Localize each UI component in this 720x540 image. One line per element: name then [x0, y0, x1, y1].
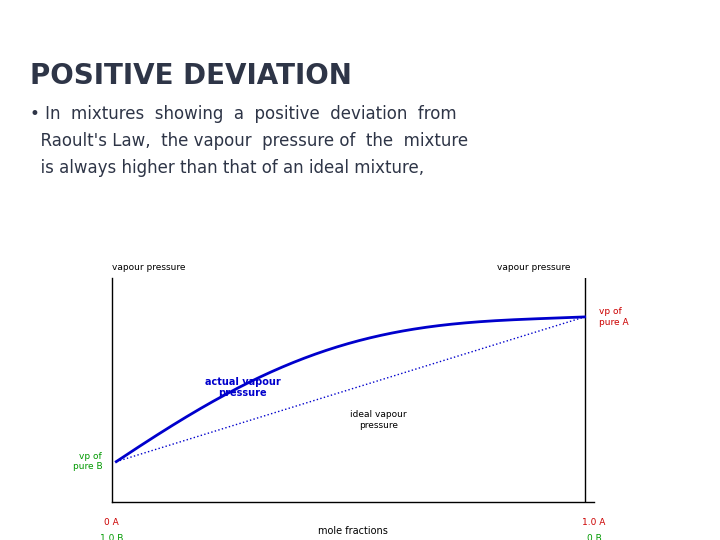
Text: vp of
pure B: vp of pure B: [73, 452, 102, 471]
Text: vp of
pure A: vp of pure A: [599, 307, 629, 327]
Text: 0 B: 0 B: [587, 534, 601, 540]
Text: actual vapour
pressure: actual vapour pressure: [205, 377, 281, 399]
Text: mole fractions: mole fractions: [318, 526, 388, 536]
Text: 1.0 A: 1.0 A: [582, 518, 606, 527]
Text: • In  mixtures  showing  a  positive  deviation  from
  Raoult's Law,  the vapou: • In mixtures showing a positive deviati…: [30, 105, 469, 178]
Text: 0 A: 0 A: [104, 518, 119, 527]
Text: vapour pressure: vapour pressure: [112, 262, 185, 272]
Text: ideal vapour
pressure: ideal vapour pressure: [350, 410, 407, 430]
Text: vapour pressure: vapour pressure: [497, 262, 570, 272]
Text: POSITIVE DEVIATION: POSITIVE DEVIATION: [30, 62, 352, 90]
Text: 1.0 B: 1.0 B: [100, 534, 123, 540]
